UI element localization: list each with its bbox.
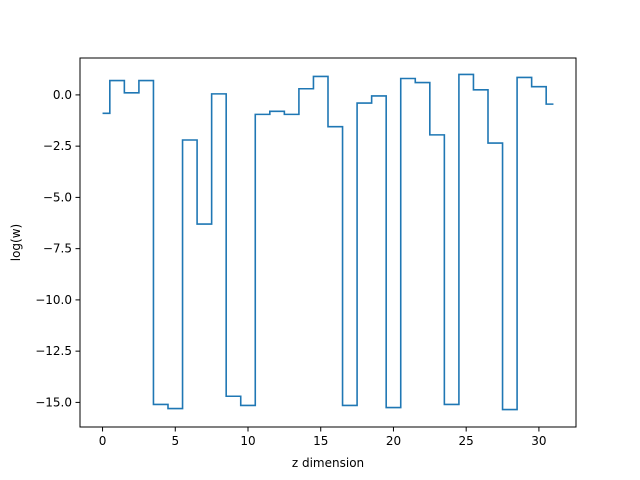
plot-area: [102, 73, 554, 411]
x-axis-label: z dimension: [292, 456, 364, 470]
y-tick-label: 0.0: [53, 88, 72, 102]
x-axis-ticks: 0 5 10 15 20 25 30: [99, 427, 547, 448]
y-tick-label: −15.0: [35, 395, 72, 409]
x-tick-label: 10: [240, 434, 255, 448]
x-tick-label: 20: [386, 434, 401, 448]
y-tick-label: −10.0: [35, 293, 72, 307]
x-tick-label: 30: [531, 434, 546, 448]
y-tick-label: −2.5: [43, 139, 72, 153]
x-tick-label: 0: [99, 434, 107, 448]
y-tick-label: −12.5: [35, 344, 72, 358]
y-tick-label: −7.5: [43, 242, 72, 256]
x-tick-label: 5: [171, 434, 179, 448]
series-line-0: [102, 73, 554, 411]
x-tick-label: 15: [313, 434, 328, 448]
x-tick-label: 25: [459, 434, 474, 448]
axes-frame: [79, 57, 577, 428]
y-axis-label: log(w): [9, 224, 23, 261]
y-axis-ticks: 0.0 −2.5 −5.0 −7.5 −10.0 −12.5 −15.0: [35, 88, 80, 409]
y-tick-label: −5.0: [43, 190, 72, 204]
